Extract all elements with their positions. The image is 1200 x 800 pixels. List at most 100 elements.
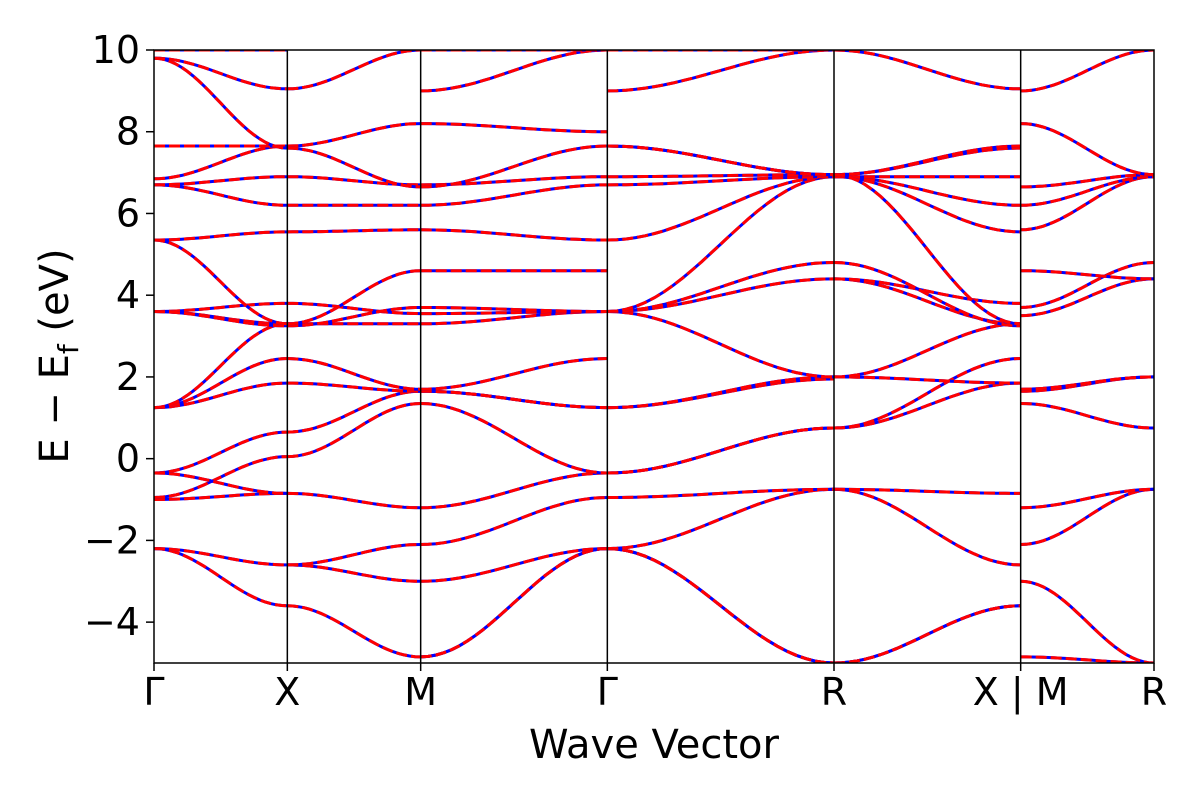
band-line-dashed — [287, 146, 421, 189]
band-line-dashed — [420, 389, 608, 410]
band-line-dashed — [607, 426, 835, 475]
band-line-dashed — [1020, 375, 1154, 391]
y-axis-label-subscript: f — [52, 343, 85, 354]
y-tick-label: 2 — [116, 355, 140, 399]
y-axis-label-unit: (eV) — [32, 248, 78, 344]
band-line-dashed — [833, 277, 1021, 305]
band-line-dashed — [607, 175, 835, 313]
band-line-dashed — [287, 228, 421, 234]
band-line-dashed — [154, 183, 288, 207]
band-line-dashed — [833, 50, 1021, 91]
band-line-dashed — [420, 547, 608, 583]
band-line-dashed — [833, 604, 1021, 663]
band-line-dashed — [833, 487, 1021, 567]
band-line-dashed — [1020, 579, 1154, 663]
band-line-dashed — [287, 306, 421, 328]
band-line-dashed — [154, 430, 288, 475]
band-line-dashed — [154, 547, 288, 608]
band-line-dashed — [1020, 175, 1154, 207]
band-line-dashed — [420, 228, 608, 242]
band-line-dashed — [833, 381, 1021, 430]
band-line-dashed — [1020, 173, 1154, 189]
band-line-dashed — [154, 455, 288, 499]
band-line-dashed — [607, 50, 835, 93]
band-line-dashed — [154, 310, 288, 328]
x-tick-label: M — [404, 670, 437, 714]
x-tick-label: R — [1141, 670, 1167, 714]
band-line-dashed — [154, 547, 288, 567]
band-line-dashed — [154, 357, 288, 410]
band-line-dashed — [1020, 175, 1154, 232]
y-tick-label: 6 — [116, 191, 140, 235]
y-tick-label: 4 — [116, 273, 140, 317]
band-line-dashed — [287, 402, 421, 459]
band-line-dashed — [287, 122, 421, 148]
band-line-dashed — [607, 175, 834, 187]
band-line-dashed — [420, 496, 608, 546]
band-line-dashed — [287, 357, 421, 391]
band-line-solid — [1020, 122, 1154, 177]
x-tick-label: Γ — [143, 670, 164, 714]
band-line-dashed — [420, 183, 608, 207]
band-line-dashed — [287, 301, 421, 316]
band-line-dashed — [1020, 50, 1154, 93]
band-line-solid — [287, 604, 421, 659]
band-line-dashed — [1020, 122, 1154, 177]
band-line-solid — [607, 175, 835, 242]
x-axis-label: Wave Vector — [529, 722, 780, 768]
band-line-dashed — [420, 547, 608, 659]
band-line-dashed — [154, 471, 288, 495]
band-line-solid — [833, 487, 1021, 567]
x-tick-label: Γ — [597, 670, 618, 714]
band-line-dashed — [833, 173, 1021, 326]
y-tick-label: 8 — [116, 110, 140, 154]
band-line-dashed — [833, 261, 1021, 328]
band-line-dashed — [607, 261, 835, 313]
band-line-dashed — [607, 375, 835, 410]
band-line-dashed — [1020, 277, 1154, 318]
y-axis-label: E − Ef (eV) — [32, 248, 85, 463]
band-line-dashed — [420, 402, 608, 475]
band-line-dashed — [1020, 487, 1154, 546]
band-line-dashed — [833, 322, 1021, 379]
plot-frame — [153, 49, 1155, 664]
band-line-dashed — [607, 144, 835, 177]
band-line-dashed — [607, 175, 835, 242]
band-line-dashed — [154, 144, 288, 181]
band-line-dashed — [833, 357, 1021, 430]
band-line-dashed — [607, 487, 835, 499]
band-line-dashed — [833, 175, 1021, 207]
band-line-dashed — [834, 487, 1021, 495]
band-line-dashed — [607, 547, 835, 663]
x-tick-label: R — [821, 670, 847, 714]
x-tick-label: X — [274, 670, 300, 714]
band-line-dashed — [1020, 261, 1154, 309]
x-axis-ticks: Γ X M Γ R X | M R — [143, 663, 1167, 715]
band-line-dashed — [154, 301, 288, 313]
y-tick-label: 10 — [92, 28, 140, 72]
band-line-dashed — [154, 56, 288, 150]
band-line-dashed — [607, 173, 835, 179]
x-tick-label: X | M — [973, 670, 1069, 715]
band-line-dashed — [1020, 402, 1154, 430]
band-line-dashed — [1020, 487, 1154, 510]
band-line-dashed — [287, 269, 421, 326]
y-tick-label: −4 — [84, 600, 140, 644]
band-line-dashed — [154, 491, 288, 501]
band-line-dashed — [154, 230, 288, 242]
y-axis-ticks: −4 −2 0 2 4 6 8 10 — [84, 28, 154, 644]
y-tick-label: 0 — [116, 437, 140, 481]
band-line-dashed — [420, 144, 608, 189]
band-line-solid — [607, 310, 835, 379]
band-line-dashed — [420, 357, 608, 391]
high-symmetry-dividers — [286, 50, 1022, 663]
band-line-dashed — [287, 563, 421, 583]
band-line-dashed — [154, 238, 288, 326]
band-line-dashed — [154, 381, 288, 410]
band-line-dashed — [833, 175, 1021, 234]
band-line-dashed — [287, 491, 421, 510]
band-line-dashed — [154, 56, 288, 91]
band-line-dashed — [607, 487, 835, 551]
band-lines — [154, 50, 1154, 663]
